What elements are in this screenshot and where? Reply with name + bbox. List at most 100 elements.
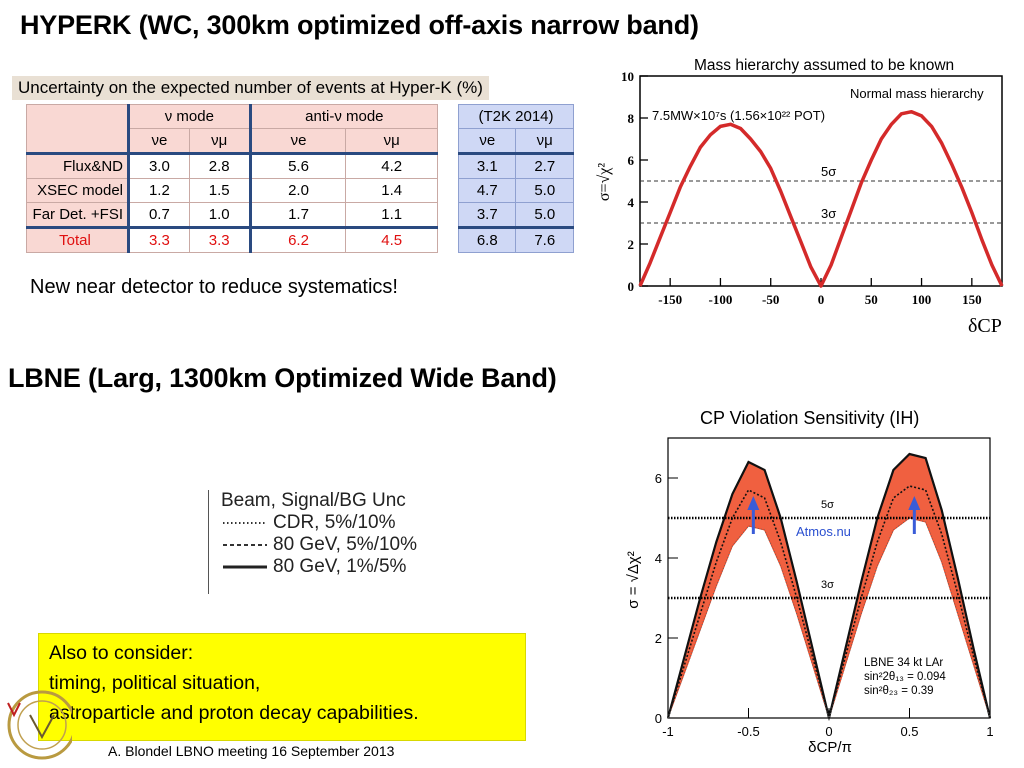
university-seal-logo-icon: [7, 690, 72, 760]
detector-annotation: LBNE 34 kt LAr: [864, 657, 943, 669]
dashed-line-swatch-icon: [223, 544, 267, 546]
y-axis-label: σ=√χ²: [596, 163, 613, 202]
y-tick-label: 6: [655, 471, 662, 486]
table-cell: 4.2: [345, 153, 438, 179]
legend-label: 80 GeV, 5%/10%: [273, 534, 418, 555]
group-header-nu: ν mode: [128, 104, 252, 129]
consider-line: astroparticle and proton decay capabilit…: [49, 702, 419, 724]
t2k-cell: 6.8: [457, 227, 517, 253]
atmos-arrow-up-icon: [908, 496, 921, 510]
x-tick-label: -1: [662, 724, 674, 739]
table-cell: 1.0: [188, 202, 252, 228]
sub-header: νμ: [188, 128, 252, 154]
table-cell: 1.5: [188, 178, 252, 203]
chart-title: Mass hierarchy assumed to be known: [694, 57, 954, 74]
total-cell: 4.5: [345, 227, 438, 253]
consider-line: timing, political situation,: [49, 672, 261, 694]
x-tick-label: 1: [986, 724, 993, 739]
t2k-cell: 4.7: [457, 178, 517, 203]
legend-item-cdr: CDR, 5%/10%: [209, 512, 434, 534]
lbne-legend: Beam, Signal/BG Unc CDR, 5%/10% 80 GeV, …: [208, 490, 434, 594]
uncertainty-table: ν mode anti-ν mode νe νμ νe νμ Flux&ND 3…: [26, 104, 439, 253]
table-cell: 5.6: [249, 153, 347, 179]
series-line: [638, 109, 1004, 288]
t2k-header: (T2K 2014): [458, 104, 574, 129]
detector-annotation: sin²θ₂₃ = 0.39: [864, 685, 934, 697]
sub-header: νe: [249, 128, 347, 154]
also-consider-box: Also to consider: timing, political situ…: [38, 633, 526, 741]
y-tick-label: 6: [628, 153, 635, 168]
table-cell: 2.8: [188, 153, 252, 179]
total-cell: 6.2: [249, 227, 347, 253]
table-caption: Uncertainty on the expected number of ev…: [12, 76, 489, 100]
t2k-table: (T2K 2014) νe νμ 3.1 2.7 4.7 5.0 3.7 5.0 6.…: [457, 104, 574, 253]
y-tick-label: 10: [621, 69, 634, 84]
table-row: Far Det. +FSI 0.7 1.0 1.7 1.1: [26, 202, 438, 228]
x-tick-label: 0: [818, 292, 825, 307]
x-tick-label: -50: [762, 292, 779, 307]
table-cell: 1.1: [345, 202, 438, 228]
row-label: XSEC model: [26, 178, 130, 203]
x-axis-label: δCP/π: [808, 739, 852, 756]
row-label: Flux&ND: [26, 153, 130, 179]
table-cell: 1.7: [249, 202, 347, 228]
row-label: Far Det. +FSI: [26, 202, 130, 228]
total-label: Total: [26, 227, 130, 253]
detector-annotation: sin²2θ₁₃ = 0.094: [864, 671, 946, 683]
hyperk-sensitivity-chart: 0 2 4 6 8 10 -150 -100 -50 0 50 100 150 5σ 3σ Mass hier…: [596, 57, 1004, 337]
y-axis-label: σ = √Δχ²: [625, 551, 642, 608]
y-tick-label: 4: [655, 551, 662, 566]
t2k-cell: 5.0: [515, 178, 574, 203]
y-tick-label: 0: [655, 711, 662, 726]
t2k-cell: 3.7: [457, 202, 517, 228]
legend-item-80gev-a: 80 GeV, 5%/10%: [209, 534, 434, 556]
t2k-cell: 5.0: [515, 202, 574, 228]
t2k-sub-header: νe: [457, 128, 517, 154]
reference-label: 3σ: [821, 579, 834, 591]
t2k-row: 3.1 2.7: [457, 153, 574, 179]
atmos-arrow-up-icon: [747, 496, 760, 510]
table-corner: [26, 104, 130, 154]
legend-label: 80 GeV, 1%/5%: [273, 556, 407, 577]
x-tick-label: 50: [865, 292, 878, 307]
x-tick-label: -0.5: [737, 724, 759, 739]
lbne-title: LBNE (Larg, 1300km Optimized Wide Band): [8, 363, 557, 393]
sub-header: νμ: [345, 128, 438, 154]
y-tick-label: 4: [628, 195, 635, 210]
lbne-sensitivity-chart: CP Violation Sensitivity (IH) 0 2 4 6 -1 -0.5 0…: [625, 408, 994, 756]
table-row: XSEC model 1.2 1.5 2.0 1.4: [26, 178, 438, 203]
t2k-row: 4.7 5.0: [457, 178, 574, 203]
series-line-mid: [667, 485, 991, 722]
x-tick-label: 0: [825, 724, 832, 739]
table-cell: 3.0: [128, 153, 190, 179]
x-tick-label: 100: [912, 292, 932, 307]
group-header-antinu: anti-ν mode: [249, 104, 439, 129]
reference-label: 5σ: [821, 164, 836, 179]
hyperk-title: HYPERK (WC, 300km optimized off-axis nar…: [20, 10, 699, 40]
table-cell: 1.4: [345, 178, 438, 203]
reference-label: 5σ: [821, 499, 834, 511]
consider-line: Also to consider:: [49, 642, 194, 664]
total-cell: 3.3: [188, 227, 252, 253]
table-cell: 2.0: [249, 178, 347, 203]
solid-line-swatch-icon: [223, 565, 267, 569]
total-cell: 3.3: [128, 227, 190, 253]
t2k-row: 6.8 7.6: [457, 227, 574, 253]
x-tick-label: -150: [658, 292, 682, 307]
table-cell: 0.7: [128, 202, 190, 228]
arrow-label: Atmos.nu: [796, 524, 851, 539]
chart-title: CP Violation Sensitivity (IH): [700, 408, 919, 428]
legend-item-80gev-b: 80 GeV, 1%/5%: [209, 556, 434, 578]
t2k-sub-header: νμ: [515, 128, 574, 154]
table-cell: 1.2: [128, 178, 190, 203]
y-tick-label: 2: [655, 631, 662, 646]
t2k-row: 3.7 5.0: [457, 202, 574, 228]
sub-header: νe: [128, 128, 190, 154]
y-tick-label: 2: [628, 237, 635, 252]
x-tick-label: 0.5: [900, 724, 918, 739]
legend-title: Beam, Signal/BG Unc: [221, 490, 406, 511]
y-tick-label: 8: [628, 111, 635, 126]
reference-label: 3σ: [821, 206, 836, 221]
table-row: Flux&ND 3.0 2.8 5.6 4.2: [26, 153, 438, 179]
x-tick-label: 150: [962, 292, 982, 307]
